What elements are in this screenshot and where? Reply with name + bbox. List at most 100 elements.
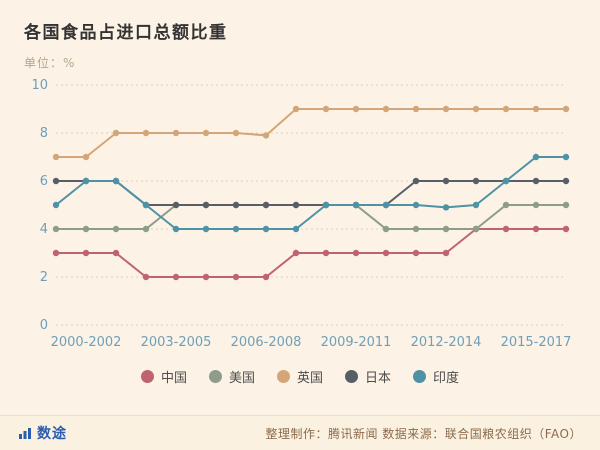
data-point-uk[interactable] <box>262 132 270 139</box>
data-point-china[interactable] <box>352 249 360 257</box>
data-point-india[interactable] <box>82 177 90 185</box>
data-point-india[interactable] <box>202 225 210 233</box>
data-point-japan[interactable] <box>292 201 300 209</box>
data-point-usa[interactable] <box>82 225 90 233</box>
data-point-india[interactable] <box>442 204 450 211</box>
data-point-china[interactable] <box>502 225 510 233</box>
data-point-china[interactable] <box>322 249 330 257</box>
series-line-china <box>55 228 567 278</box>
data-point-usa[interactable] <box>502 201 510 209</box>
unit-label: 单位：% <box>24 56 76 70</box>
data-point-uk[interactable] <box>52 153 60 161</box>
y-axis-tick-label: 10 <box>31 78 48 93</box>
data-point-uk[interactable] <box>442 105 450 113</box>
x-axis-tick-label: 2003-2005 <box>141 335 212 350</box>
data-point-uk[interactable] <box>562 105 570 113</box>
legend-item-usa[interactable]: 美国 <box>208 367 255 386</box>
data-point-usa[interactable] <box>532 201 540 209</box>
chart-header: 各国食品占进口总额比重 单位：% <box>0 0 600 71</box>
data-point-india[interactable] <box>502 177 510 185</box>
data-point-japan[interactable] <box>262 201 270 209</box>
data-point-china[interactable] <box>112 249 120 257</box>
data-point-japan[interactable] <box>172 201 180 209</box>
data-point-india[interactable] <box>112 177 120 185</box>
legend-label-usa: 美国 <box>228 371 255 386</box>
legend-dot-india <box>413 370 427 383</box>
data-point-china[interactable] <box>412 249 420 257</box>
data-point-usa[interactable] <box>142 225 150 233</box>
data-point-japan[interactable] <box>562 177 570 185</box>
data-point-india[interactable] <box>382 201 390 209</box>
data-point-china[interactable] <box>52 249 60 257</box>
legend-dot-usa <box>208 370 222 383</box>
data-point-china[interactable] <box>292 249 300 257</box>
legend-label-china: 中国 <box>160 371 187 386</box>
data-point-uk[interactable] <box>142 129 150 137</box>
data-point-india[interactable] <box>262 225 270 233</box>
data-point-uk[interactable] <box>232 129 240 137</box>
data-point-china[interactable] <box>442 249 450 257</box>
data-point-china[interactable] <box>232 273 240 281</box>
data-point-india[interactable] <box>142 201 150 209</box>
data-point-india[interactable] <box>172 225 180 233</box>
data-point-japan[interactable] <box>202 201 210 209</box>
data-point-uk[interactable] <box>502 105 510 113</box>
data-point-china[interactable] <box>142 273 150 281</box>
data-point-uk[interactable] <box>322 105 330 113</box>
legend-item-india[interactable]: 印度 <box>413 367 459 386</box>
data-point-japan[interactable] <box>412 177 420 185</box>
data-point-japan[interactable] <box>232 201 240 209</box>
bar-chart-logo-icon <box>19 428 31 439</box>
data-point-usa[interactable] <box>562 201 570 209</box>
data-point-japan[interactable] <box>532 177 540 185</box>
y-axis-tick-label: 8 <box>40 126 48 141</box>
data-point-usa[interactable] <box>472 225 480 233</box>
data-point-india[interactable] <box>412 201 420 209</box>
data-point-uk[interactable] <box>82 153 90 161</box>
legend-label-india: 印度 <box>433 371 460 386</box>
data-point-japan[interactable] <box>52 177 60 185</box>
data-point-usa[interactable] <box>412 225 420 233</box>
data-point-usa[interactable] <box>442 225 450 233</box>
data-point-india[interactable] <box>532 153 540 161</box>
data-point-uk[interactable] <box>292 105 300 113</box>
data-point-uk[interactable] <box>532 105 540 113</box>
footer: 数途 整理制作：腾讯新闻 数据来源：联合国粮农组织（FAO） <box>0 415 600 450</box>
data-point-uk[interactable] <box>172 129 180 137</box>
data-point-india[interactable] <box>292 225 300 233</box>
data-point-usa[interactable] <box>112 225 120 233</box>
data-point-china[interactable] <box>202 273 210 281</box>
data-point-japan[interactable] <box>472 177 480 185</box>
legend-item-japan[interactable]: 日本 <box>345 367 391 386</box>
data-point-india[interactable] <box>472 201 480 209</box>
legend-item-china[interactable]: 中国 <box>140 367 187 386</box>
chart-area: 0 2 4 6 8 10 2000-2002 2003-2005 2006-2008 2009-2… <box>0 71 600 359</box>
data-point-uk[interactable] <box>472 105 480 113</box>
data-point-india[interactable] <box>352 201 360 209</box>
series-line-india <box>55 156 567 230</box>
data-point-uk[interactable] <box>412 105 420 113</box>
data-point-uk[interactable] <box>382 105 390 113</box>
data-point-usa[interactable] <box>382 225 390 233</box>
data-point-india[interactable] <box>232 225 240 233</box>
data-point-uk[interactable] <box>202 129 210 137</box>
data-point-china[interactable] <box>532 225 540 233</box>
legend-item-uk[interactable]: 英国 <box>276 367 323 386</box>
logo[interactable]: 数途 <box>18 423 67 443</box>
data-point-china[interactable] <box>562 225 570 233</box>
data-point-china[interactable] <box>262 273 270 281</box>
data-point-india[interactable] <box>322 201 330 209</box>
x-axis-tick-label: 2015-2017 <box>501 335 572 350</box>
data-point-japan[interactable] <box>442 177 450 185</box>
data-point-india[interactable] <box>562 153 570 161</box>
data-point-usa[interactable] <box>52 225 60 233</box>
data-point-china[interactable] <box>382 249 390 257</box>
data-point-china[interactable] <box>82 249 90 257</box>
data-point-india[interactable] <box>52 201 60 209</box>
data-point-uk[interactable] <box>352 105 360 113</box>
credit-text: 整理制作：腾讯新闻 数据来源：联合国粮农组织（FAO） <box>265 426 582 441</box>
y-axis-tick-label: 0 <box>40 318 48 333</box>
data-point-china[interactable] <box>172 273 180 281</box>
data-point-uk[interactable] <box>112 129 120 137</box>
legend-label-japan: 日本 <box>365 371 392 386</box>
